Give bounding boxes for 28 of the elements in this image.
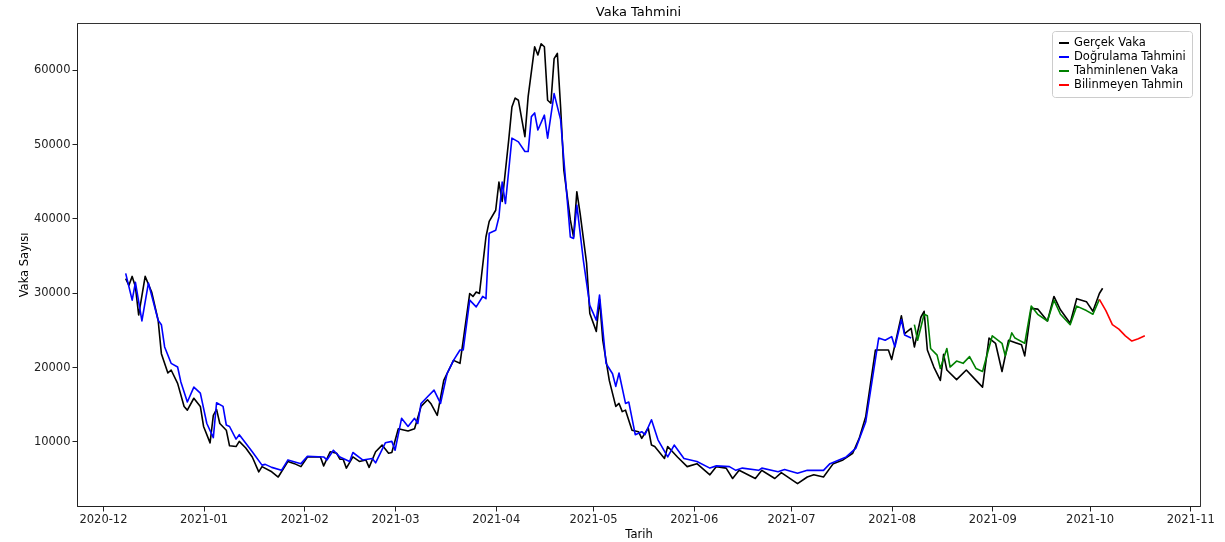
legend-label: Tahminlenen Vaka — [1073, 63, 1179, 77]
line-series — [913, 298, 1101, 373]
x-tick-label: 2021-07 — [767, 511, 816, 526]
x-tick-label: 2021-11 — [1166, 511, 1215, 526]
x-tick-label: 2021-04 — [472, 511, 521, 526]
legend-label: Bilinmeyen Tahmin — [1074, 77, 1184, 91]
x-tick-label: 2021-08 — [868, 511, 917, 526]
line-series — [124, 92, 912, 475]
line-series — [1098, 298, 1146, 342]
y-axis-title: Vaka Sayısı — [16, 232, 31, 298]
x-axis-title: Tarih — [624, 527, 653, 541]
y-tick-label: 20000 — [33, 359, 71, 374]
legend-label: Doğrulama Tahmini — [1074, 49, 1186, 63]
x-tick-label: 2021-03 — [371, 511, 420, 526]
y-tick-label: 30000 — [33, 285, 71, 300]
chart-title: Vaka Tahmini — [595, 4, 682, 19]
x-tick-label: 2021-09 — [968, 511, 1017, 526]
y-tick-label: 40000 — [33, 210, 71, 225]
legend-label: Gerçek Vaka — [1074, 35, 1146, 49]
x-tick-label: 2021-05 — [569, 511, 618, 526]
y-tick-label: 50000 — [33, 136, 71, 151]
x-tick-label: 2020-12 — [79, 511, 128, 526]
x-tick-label: 2021-06 — [670, 511, 719, 526]
x-tick-label: 2021-10 — [1066, 511, 1115, 526]
x-tick-label: 2021-01 — [180, 511, 229, 526]
x-tick-label: 2021-02 — [280, 511, 329, 526]
y-tick-label: 10000 — [33, 433, 71, 448]
y-tick-label: 60000 — [33, 62, 71, 77]
